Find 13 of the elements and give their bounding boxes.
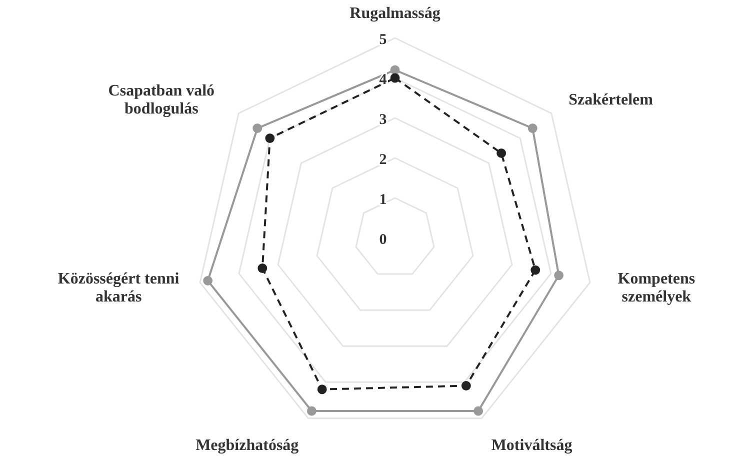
spoke-label: Motiváltság [491, 437, 572, 454]
spoke-label: Szakértelem [568, 92, 654, 109]
spoke-label: Rugalmasság [350, 5, 440, 22]
y-tick-label: 2 [379, 152, 387, 168]
spoke-label: Kompetens személyek [618, 270, 696, 306]
y-tick-label: 1 [379, 192, 387, 208]
spoke-label: Csapatban való bodlogulás [108, 82, 215, 118]
y-tick-label: 0 [379, 232, 387, 248]
y-tick-label: 5 [379, 32, 387, 48]
y-tick-label: 3 [379, 112, 387, 128]
spoke-label: Közösségért tenni akarás [58, 270, 180, 306]
spoke-label: Megbízhatóság [196, 437, 299, 454]
y-tick-label: 4 [379, 72, 388, 88]
